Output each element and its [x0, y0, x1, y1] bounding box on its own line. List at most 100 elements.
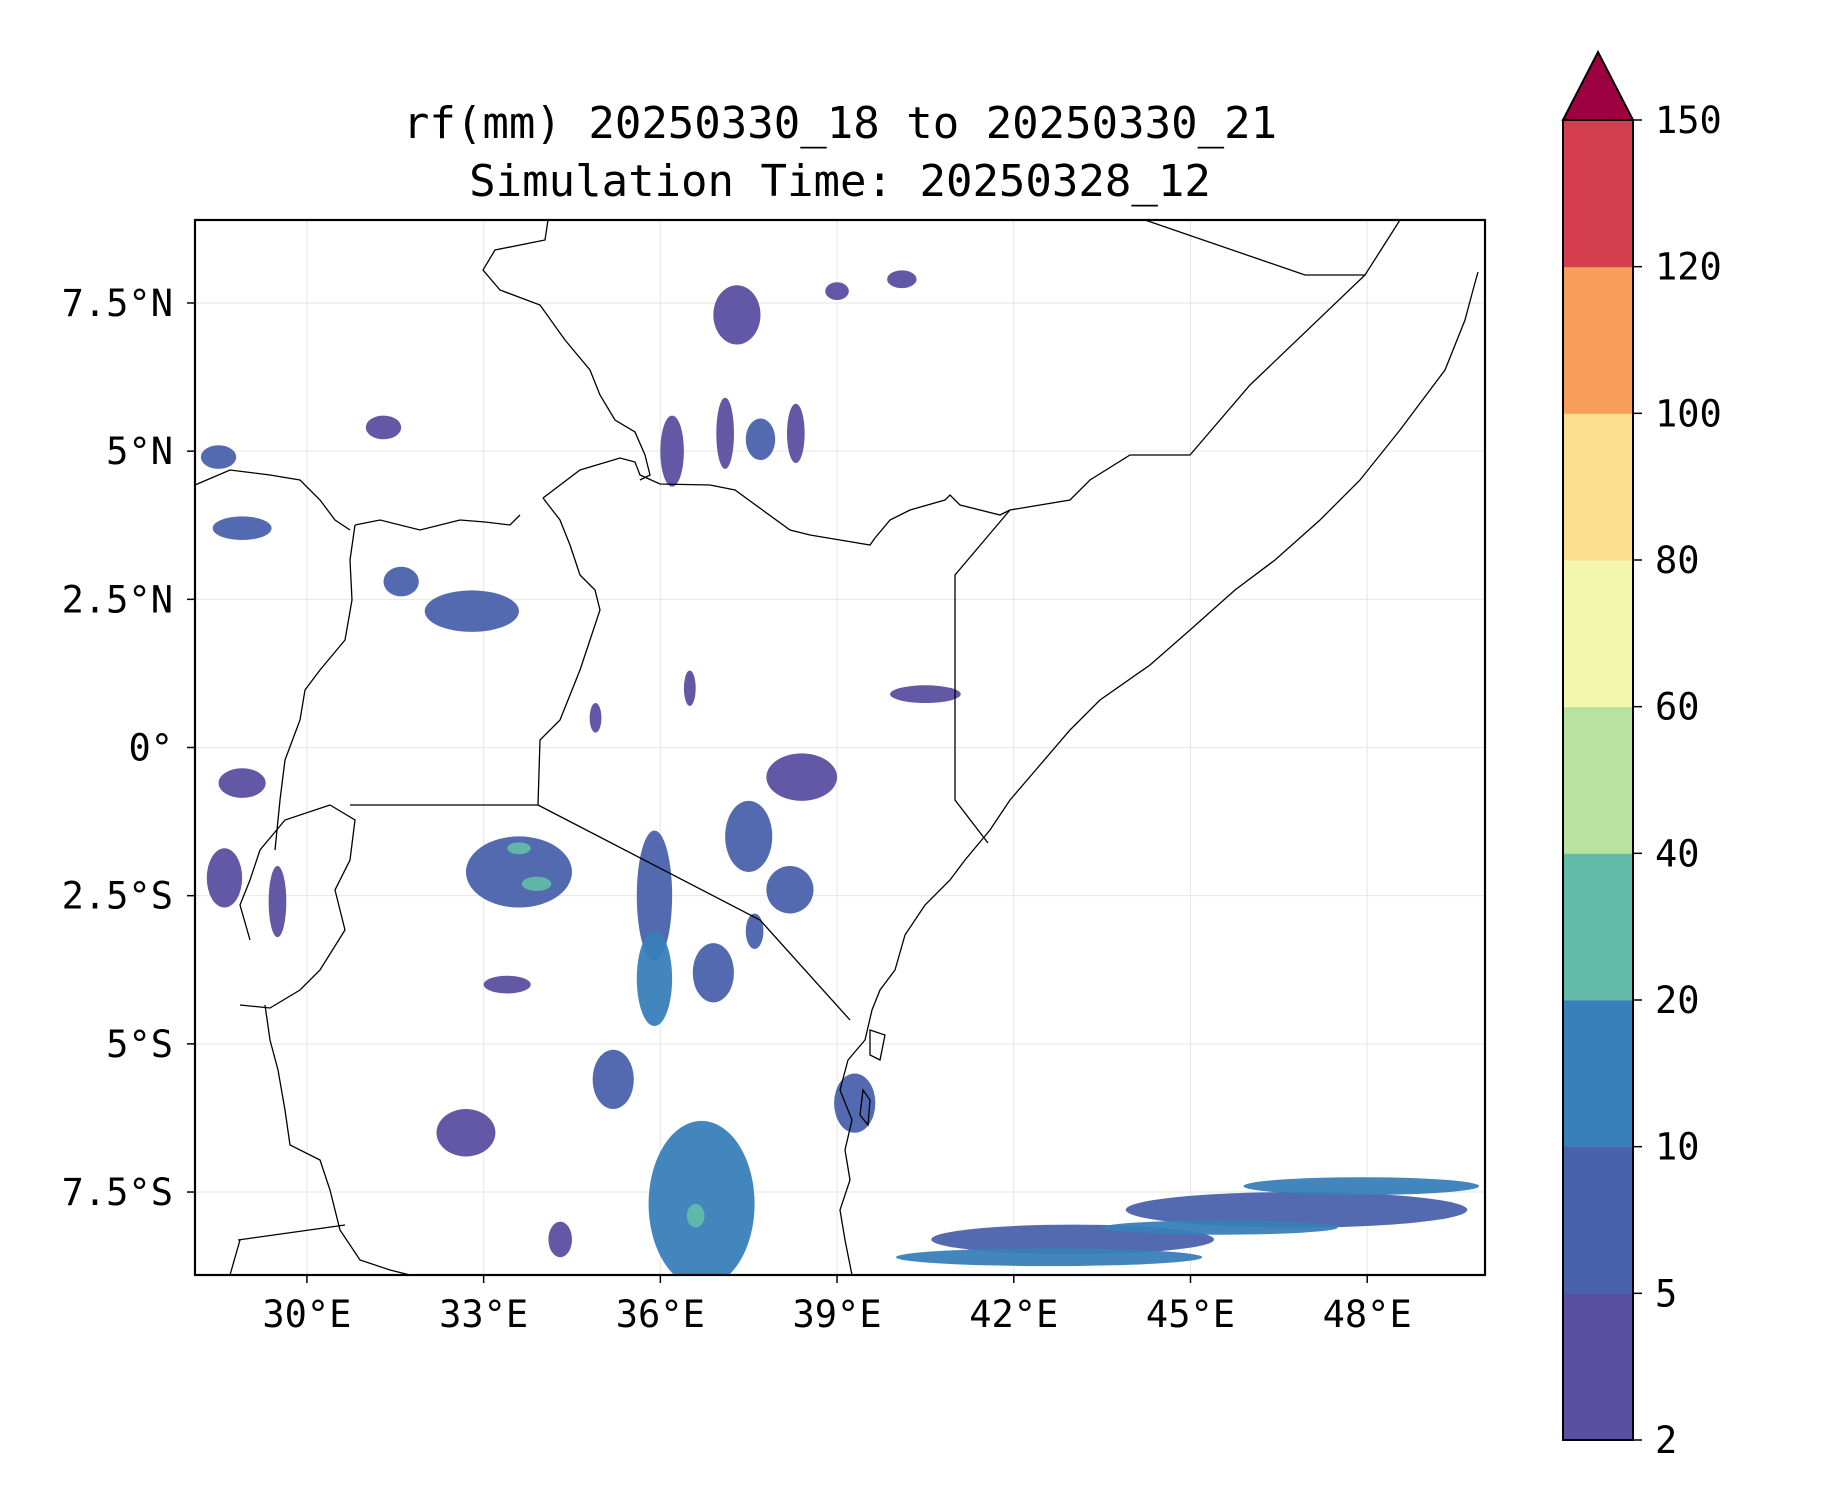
rainfall-contours [200, 270, 1480, 1275]
rainfall-cell [424, 590, 519, 632]
rainfall-cell [834, 1073, 876, 1133]
map-axes: 30°E 33°E 36°E 39°E 42°E 45°E 48°E 7.5°N 5°N 2.5°… [62, 282, 1412, 1336]
border-ethiopia-somalia [1009, 220, 1401, 511]
x-tick-label: 42°E [969, 1293, 1058, 1336]
rainfall-cell [1125, 1192, 1468, 1228]
rainfall-cell [1102, 1220, 1338, 1235]
y-tick-label: 5°N [106, 430, 173, 473]
border-south-sudan-drc [195, 469, 351, 531]
colorbar-tick-label: 80 [1655, 539, 1700, 582]
rainfall-cell [648, 1120, 755, 1275]
y-tick-label: 5°S [106, 1023, 173, 1066]
rainfall-cell [683, 670, 696, 707]
colorbar-tick-label: 120 [1655, 246, 1722, 289]
rainfall-cell [483, 975, 531, 994]
border-drc-uganda [274, 524, 356, 851]
colorbar-tick-label: 100 [1655, 392, 1722, 435]
rainfall-cell [636, 931, 673, 1027]
rainfall-cell [592, 1049, 634, 1110]
colorbar-segment [1563, 706, 1633, 854]
colorbar-tick-label: 20 [1655, 979, 1700, 1022]
rainfall-cell [692, 943, 734, 1003]
rainfall-cell [521, 876, 552, 891]
colorbar-tick-label: 60 [1655, 686, 1700, 729]
border-djibouti [1144, 220, 1365, 276]
y-tick-label: 2.5°N [62, 578, 173, 621]
border-south-sudan-ethiopia [482, 220, 651, 481]
x-tick-label: 48°E [1323, 1293, 1412, 1336]
colorbar-segment [1563, 1293, 1633, 1441]
rainfall-cell [745, 913, 764, 950]
border-uganda-kenya [537, 497, 601, 806]
colorbar-tick-label: 2 [1655, 1419, 1677, 1462]
border-rwanda-burundi [239, 804, 356, 1009]
rainfall-cell [1243, 1177, 1480, 1195]
colorbar: 2 5 10 20 40 60 80 100 120 150 [1561, 49, 1722, 1462]
rainfall-cell [548, 1221, 572, 1258]
rainfall-cell [766, 753, 838, 801]
rainfall-cell [436, 1109, 496, 1157]
pemba-island [859, 1088, 871, 1127]
rainfall-cell [206, 848, 243, 908]
rainfall-cell [636, 830, 673, 961]
colorbar-segment [1563, 853, 1633, 1001]
rainfall-cell [218, 768, 266, 798]
colorbar-segment [1563, 1146, 1633, 1294]
border-drc-rwanda [239, 804, 331, 941]
rainfall-cell [895, 1248, 1203, 1267]
border-tanganyika [264, 1004, 411, 1275]
gridlines [195, 220, 1485, 1275]
colorbar-segment [1563, 120, 1633, 268]
rainfall-cell [200, 445, 237, 469]
rainfall-cell [589, 703, 602, 733]
country-borders-and-coastlines [195, 220, 1479, 1275]
rainfall-cell [713, 285, 761, 345]
y-tick-label: 2.5°S [62, 875, 173, 918]
x-tick-label: 45°E [1146, 1293, 1235, 1336]
map-title-line-2: Simulation Time: 20250328_12 [469, 156, 1211, 207]
border-kenya-tanzania [537, 804, 851, 1021]
rainfall-cell [383, 566, 419, 597]
colorbar-segment [1563, 413, 1633, 561]
colorbar-tick-label: 150 [1655, 99, 1722, 142]
x-tick-label: 36°E [616, 1293, 705, 1336]
rainfall-cell [365, 415, 402, 440]
map-title-line-1: rf(mm) 20250330_18 to 20250330_21 [402, 98, 1278, 149]
rainfall-cell [825, 282, 849, 301]
colorbar-segment [1563, 266, 1633, 414]
x-tick-label: 30°E [262, 1293, 351, 1336]
x-tick-label: 33°E [439, 1293, 528, 1336]
rainfall-cell [725, 800, 773, 872]
rainfall-cell [686, 1203, 705, 1228]
border-somalia-kenya [954, 509, 1011, 844]
rainfall-cell [268, 866, 287, 938]
colorbar-frame [1562, 119, 1634, 1441]
rainfall-cell [660, 415, 684, 487]
colorbar-tick-label: 5 [1655, 1272, 1677, 1315]
border-south-sudan-uganda [354, 514, 521, 531]
coastline-east-africa [839, 271, 1479, 1275]
y-tick-label: 7.5°S [62, 1171, 173, 1214]
rainfall-cell [887, 270, 917, 289]
rainfall-cell [212, 516, 272, 541]
border-kenya-ethiopia [542, 457, 1011, 546]
colorbar-segment [1563, 560, 1633, 708]
rainfall-cell [465, 836, 572, 908]
y-tick-label: 7.5°N [62, 282, 173, 325]
border-zambia [237, 1224, 346, 1241]
rainfall-cell [766, 866, 814, 914]
border-malawi-mozambique [229, 1239, 241, 1275]
colorbar-tick-label: 40 [1655, 832, 1700, 875]
rainfall-cell [507, 842, 531, 855]
rainfall-cell [786, 403, 805, 464]
y-tick-label: 0° [128, 727, 173, 770]
colorbar-segment [1563, 1000, 1633, 1148]
rainfall-cell [745, 418, 776, 461]
rainfall-cell [890, 685, 961, 704]
x-tick-label: 39°E [793, 1293, 882, 1336]
rainfall-cell [716, 397, 734, 469]
colorbar-extend-arrow [1561, 49, 1635, 121]
colorbar-tick-label: 10 [1655, 1126, 1700, 1169]
zanzibar-island [869, 1029, 886, 1061]
